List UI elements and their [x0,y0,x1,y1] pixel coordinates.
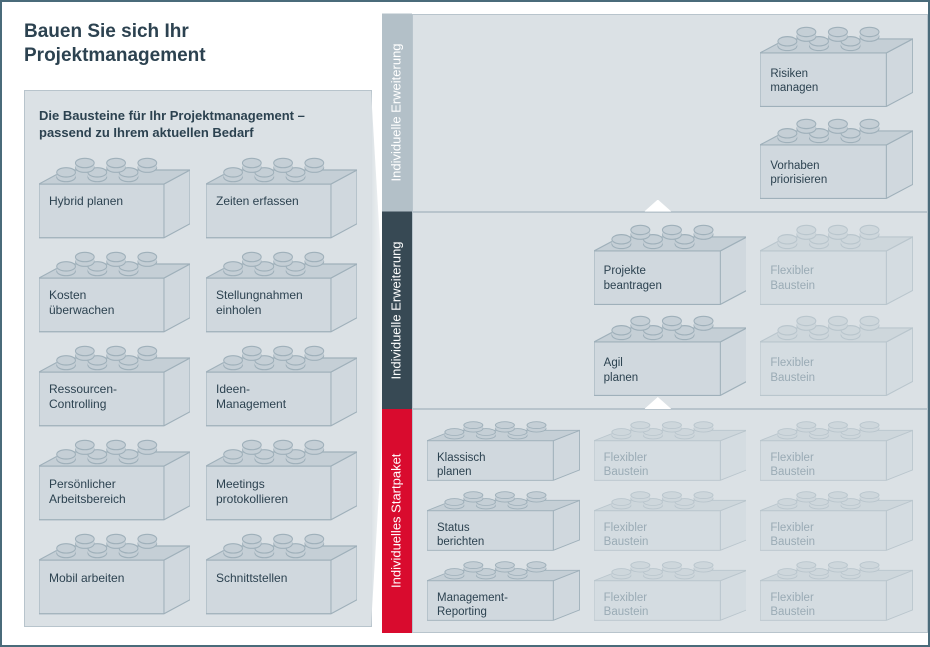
brick-label: Status berichten [437,521,484,550]
brick-label: Kosten überwachen [49,288,114,318]
module-brick: Klassisch planen [427,420,580,482]
brick-label: Flexibler Baustein [770,591,815,620]
tier-body: Risiken managen Vorhaben priorisieren [412,14,928,212]
brick-label: Stellungnahmen einholen [216,288,303,318]
brick-label: Flexibler Baustein [604,451,649,480]
tier: Individuelle Erweiterung Risiken managen V… [382,14,928,212]
brick-label: Zeiten erfassen [216,194,299,209]
module-brick: Stellungnahmen einholen [206,250,357,334]
brick-label: Projekte beantragen [604,264,662,293]
brick-label: Flexibler Baustein [770,521,815,550]
module-brick: Risiken managen [760,25,913,109]
module-brick: Flexibler Baustein [760,223,913,307]
module-brick: Agil planen [594,314,747,398]
tier-body: Projekte beantragen Flexibler Baustein Agi… [412,212,928,410]
module-brick: Zeiten erfassen [206,156,357,240]
module-brick: Meetings protokollieren [206,438,357,522]
empty-slot [594,25,747,109]
empty-slot [594,117,747,201]
brick-label: Agil planen [604,356,639,385]
tier-tab: Individuelle Erweiterung [382,14,412,212]
module-brick: Mobil arbeiten [39,532,190,616]
module-brick: Management- Reporting [427,560,580,622]
brick-label: Meetings protokollieren [216,477,288,507]
module-brick: Flexibler Baustein [594,560,747,622]
module-brick: Flexibler Baustein [594,490,747,552]
module-brick: Flexibler Baustein [760,420,913,482]
module-brick: Projekte beantragen [594,223,747,307]
panel-subtitle: Die Bausteine für Ihr Projektmanagement … [39,107,357,142]
brick-label: Risiken managen [770,67,818,96]
brick-label: Schnittstellen [216,571,287,586]
left-panel: Bauen Sie sich Ihr Projektmanagement Die… [2,2,382,645]
brick-label: Vorhaben priorisieren [770,159,827,188]
brick-label: Management- Reporting [437,591,508,620]
module-brick: Hybrid planen [39,156,190,240]
brick-label: Mobil arbeiten [49,571,124,586]
module-brick: Schnittstellen [206,532,357,616]
brick-label: Flexibler Baustein [604,521,649,550]
brick-label: Hybrid planen [49,194,123,209]
brick-label: Klassisch planen [437,451,486,480]
brick-label: Flexibler Baustein [770,451,815,480]
tier: Individuelle ErweiterungProjekte beantra… [382,212,928,410]
tier: Individuelles StartpaketKlassisch planen… [382,409,928,633]
tier-tab: Individuelle Erweiterung [382,212,412,410]
module-brick: Vorhaben priorisieren [760,117,913,201]
module-brick: Flexibler Baustein [760,314,913,398]
module-brick: Ressourcen- Controlling [39,344,190,428]
module-brick: Persönlicher Arbeitsbereich [39,438,190,522]
empty-slot [427,223,580,307]
module-brick: Flexibler Baustein [760,490,913,552]
brick-label: Ressourcen- Controlling [49,382,117,412]
module-brick: Ideen- Management [206,344,357,428]
empty-slot [427,117,580,201]
brick-label: Flexibler Baustein [770,356,815,385]
empty-slot [427,25,580,109]
available-bricks-panel: Die Bausteine für Ihr Projektmanagement … [24,90,372,628]
brick-label: Ideen- Management [216,382,286,412]
brick-label: Persönlicher Arbeitsbereich [49,477,126,507]
diagram-root: Bauen Sie sich Ihr Projektmanagement Die… [2,2,928,645]
package-tiers: Individuelle Erweiterung Risiken managen V… [382,2,928,645]
tier-body: Klassisch planen Flexibler Baustein Flexib… [412,409,928,633]
brick-label: Flexibler Baustein [770,264,815,293]
module-brick: Kosten überwachen [39,250,190,334]
module-brick: Status berichten [427,490,580,552]
brick-grid-available: Hybrid planen Zeiten erfassen Kosten überw… [39,156,357,616]
page-title: Bauen Sie sich Ihr Projektmanagement [24,20,372,68]
module-brick: Flexibler Baustein [594,420,747,482]
tier-tab: Individuelles Startpaket [382,409,412,633]
module-brick: Flexibler Baustein [760,560,913,622]
empty-slot [427,314,580,398]
brick-label: Flexibler Baustein [604,591,649,620]
